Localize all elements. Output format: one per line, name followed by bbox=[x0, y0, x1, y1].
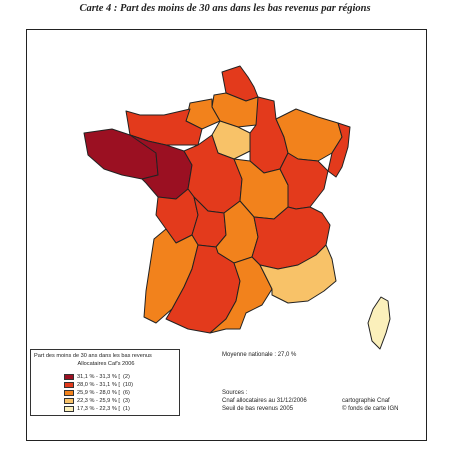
legend-subtitle: Allocataires Caf's 2006 bbox=[77, 361, 135, 367]
legend-item: 17,3 % - 22,3 % [ (1) bbox=[64, 405, 130, 412]
legend-label: 31,1 % - 31,3 % [ (2) bbox=[77, 373, 130, 380]
legend-item: 31,1 % - 31,3 % [ (2) bbox=[64, 373, 130, 380]
region-corse bbox=[367, 296, 391, 350]
legend-swatch bbox=[64, 373, 74, 380]
legend-label: 25,9 % - 28,0 % [ (6) bbox=[77, 389, 130, 396]
region-paca bbox=[259, 244, 337, 304]
legend-swatch bbox=[64, 381, 74, 388]
sources-heading: Sources : bbox=[222, 390, 248, 396]
legend-box: Part des moins de 30 ans dans les bas re… bbox=[30, 349, 180, 416]
legend-item: 22,3 % - 25,9 % [ (3) bbox=[64, 397, 130, 404]
legend-label: 28,0 % - 31,1 % [ (10) bbox=[77, 381, 133, 388]
legend-item: 25,9 % - 28,0 % [ (6) bbox=[64, 389, 130, 396]
legend-swatch bbox=[64, 397, 74, 404]
credits-line-1: cartographie Cnaf bbox=[342, 398, 390, 404]
moyenne-nationale: Moyenne nationale : 27,0 % bbox=[222, 352, 297, 358]
map-title: Carte 4 : Part des moins de 30 ans dans … bbox=[79, 3, 371, 14]
credits-line-2: © fonds de carte IGN bbox=[342, 406, 399, 412]
legend-label: 22,3 % - 25,9 % [ (3) bbox=[77, 397, 130, 404]
sources-line-2: Seuil de bas revenus 2005 bbox=[222, 406, 294, 412]
legend-item: 28,0 % - 31,1 % [ (10) bbox=[64, 381, 133, 388]
legend-title: Part des moins de 30 ans dans les bas re… bbox=[34, 353, 152, 359]
legend-swatch bbox=[64, 389, 74, 396]
legend-label: 17,3 % - 22,3 % [ (1) bbox=[77, 405, 130, 412]
region-alsace bbox=[327, 122, 351, 178]
legend-swatch bbox=[64, 405, 74, 412]
sources-line-1: Cnaf allocataires au 31/12/2006 bbox=[222, 398, 307, 404]
france-region-map bbox=[83, 65, 391, 350]
